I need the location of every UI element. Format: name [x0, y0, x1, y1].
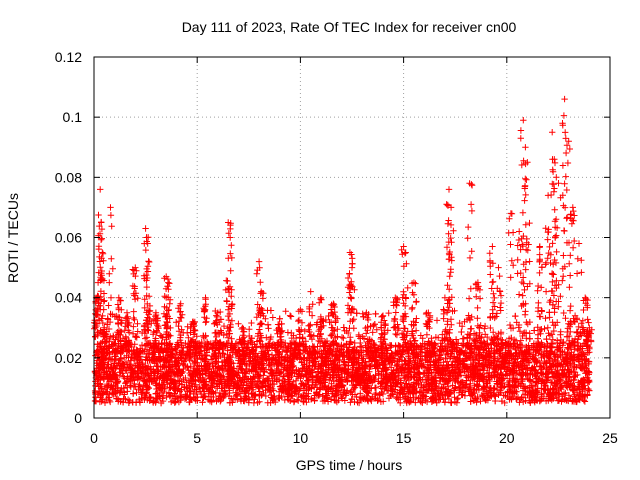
data-point — [452, 336, 460, 343]
data-point — [140, 377, 148, 384]
data-point — [388, 349, 395, 357]
data-point — [490, 329, 497, 336]
data-point — [448, 361, 455, 368]
data-point — [163, 393, 170, 401]
data-point — [287, 313, 295, 320]
data-point — [292, 377, 300, 384]
data-point — [369, 379, 376, 386]
data-point — [107, 333, 114, 340]
data-point — [412, 399, 419, 406]
data-point — [467, 380, 474, 387]
data-point — [246, 326, 253, 333]
data-point — [322, 382, 329, 389]
data-point — [355, 399, 363, 407]
data-point — [253, 314, 260, 321]
data-point — [460, 335, 467, 342]
data-point — [326, 376, 333, 384]
data-point — [562, 389, 569, 397]
data-point — [198, 338, 205, 346]
data-point — [182, 340, 189, 347]
data-point — [213, 370, 220, 377]
data-point — [585, 319, 592, 326]
data-point — [281, 396, 288, 404]
data-point — [114, 395, 121, 402]
data-point — [417, 398, 425, 406]
data-point — [541, 325, 548, 332]
plot-points — [91, 95, 595, 407]
data-point — [473, 399, 480, 406]
data-point — [110, 332, 117, 339]
data-point — [562, 315, 569, 322]
data-point — [91, 368, 99, 375]
data-point — [411, 369, 419, 376]
data-point — [432, 383, 439, 390]
data-point — [397, 399, 404, 407]
data-point — [575, 342, 582, 350]
data-point — [471, 382, 478, 389]
data-point — [343, 375, 350, 383]
data-point — [416, 388, 423, 395]
data-point — [477, 339, 484, 346]
data-point — [341, 327, 348, 334]
data-point — [542, 315, 549, 322]
data-point — [142, 353, 150, 361]
data-point — [282, 308, 289, 315]
data-point — [373, 326, 380, 333]
data-point — [392, 330, 399, 338]
data-point — [570, 364, 577, 372]
data-point — [369, 329, 376, 336]
data-point — [124, 396, 132, 403]
data-point — [269, 314, 276, 321]
data-point — [340, 334, 347, 342]
data-point — [133, 389, 140, 396]
